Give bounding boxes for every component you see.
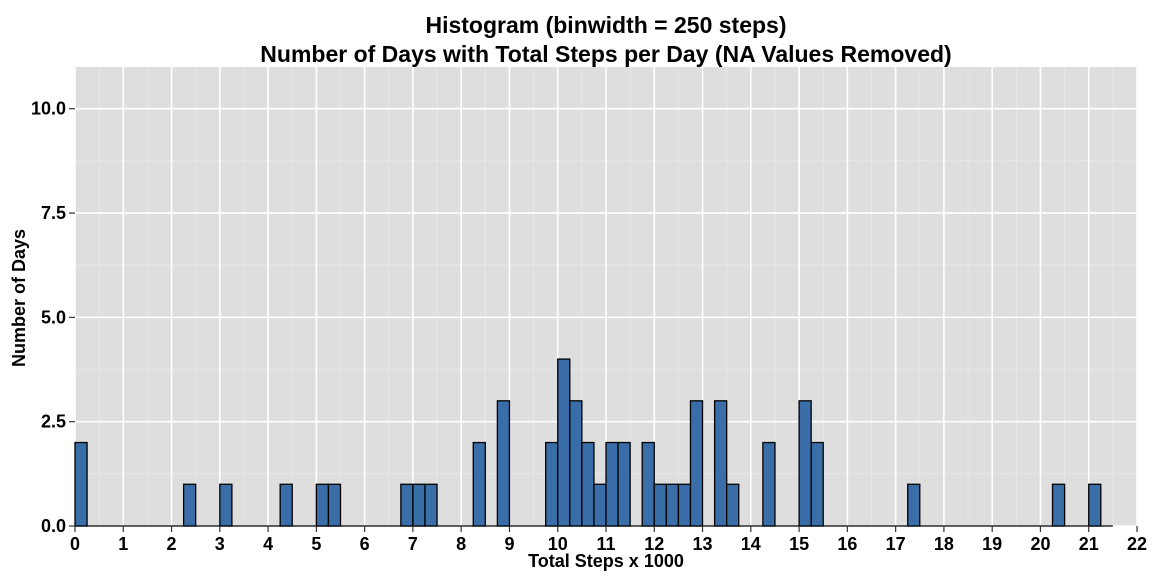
histogram-bar (315, 483, 330, 527)
chart-title: Histogram (binwidth = 250 steps) (425, 12, 786, 38)
histogram-bar (557, 358, 571, 527)
histogram-bar (496, 400, 511, 527)
histogram-bar (677, 483, 692, 527)
bars (74, 358, 1113, 527)
histogram-bar (400, 483, 414, 527)
histogram-bar (1051, 483, 1066, 527)
histogram-bar (1088, 483, 1102, 527)
y-tick-label: 10.0 (31, 99, 66, 119)
x-tick-label: 2 (167, 534, 177, 554)
histogram-bar (424, 483, 438, 527)
x-tick-label: 21 (1079, 534, 1099, 554)
x-tick-label: 4 (263, 534, 273, 554)
histogram-bar (713, 400, 728, 527)
histogram-bar (726, 483, 740, 527)
x-tick-label: 8 (456, 534, 466, 554)
x-tick-label: 10 (548, 534, 568, 554)
x-axis-title: Total Steps x 1000 (528, 551, 684, 571)
histogram-bar (665, 483, 680, 527)
x-tick-label: 7 (408, 534, 418, 554)
histogram-bar (569, 400, 583, 527)
x-tick-label: 16 (837, 534, 857, 554)
x-tick-label: 15 (789, 534, 809, 554)
x-tick-label: 12 (644, 534, 664, 554)
y-tick-label: 7.5 (41, 203, 66, 223)
x-tick-label: 22 (1127, 534, 1147, 554)
axes: 0 1 2 3 4 5 6 7 8 9 10 11 12 13 14 15 16 17 18 19 20 21 220.02… (31, 99, 1147, 554)
x-tick-label: 11 (596, 534, 615, 554)
x-tick-label: 0 (70, 534, 80, 554)
histogram-bar (545, 441, 559, 527)
x-tick-label: 9 (504, 534, 514, 554)
histogram-bar (689, 400, 704, 527)
x-tick-label: 1 (118, 534, 128, 554)
histogram-bar (593, 483, 607, 527)
x-tick-label: 3 (215, 534, 225, 554)
y-tick-label: 0.0 (41, 516, 66, 536)
chart-subtitle: Number of Days with Total Steps per Day … (260, 41, 951, 67)
histogram-bar (605, 441, 619, 527)
x-tick-label: 17 (886, 534, 906, 554)
histogram-bar (798, 400, 812, 527)
histogram-bar (617, 441, 631, 527)
histogram-bar (327, 483, 342, 527)
histogram-bar (907, 483, 921, 527)
histogram-bar (641, 441, 655, 527)
x-tick-label: 19 (982, 534, 1002, 554)
histogram-bar (182, 483, 197, 527)
x-tick-label: 5 (311, 534, 321, 554)
histogram-bar (762, 441, 776, 527)
y-tick-label: 2.5 (41, 412, 66, 432)
histogram-bar (279, 483, 293, 527)
histogram-bar (472, 441, 486, 527)
y-axis-title: Number of Days (9, 229, 29, 367)
histogram-bar (74, 441, 88, 527)
x-tick-label: 13 (693, 534, 713, 554)
histogram-bar (810, 441, 824, 527)
y-tick-label: 5.0 (41, 307, 66, 327)
histogram-bar (653, 483, 667, 527)
x-tick-label: 18 (934, 534, 954, 554)
histogram-bar (581, 441, 595, 527)
x-tick-label: 20 (1030, 534, 1050, 554)
x-tick-label: 14 (741, 534, 761, 554)
histogram-bar (412, 483, 426, 527)
x-tick-label: 6 (360, 534, 370, 554)
histogram-bar (219, 483, 233, 527)
